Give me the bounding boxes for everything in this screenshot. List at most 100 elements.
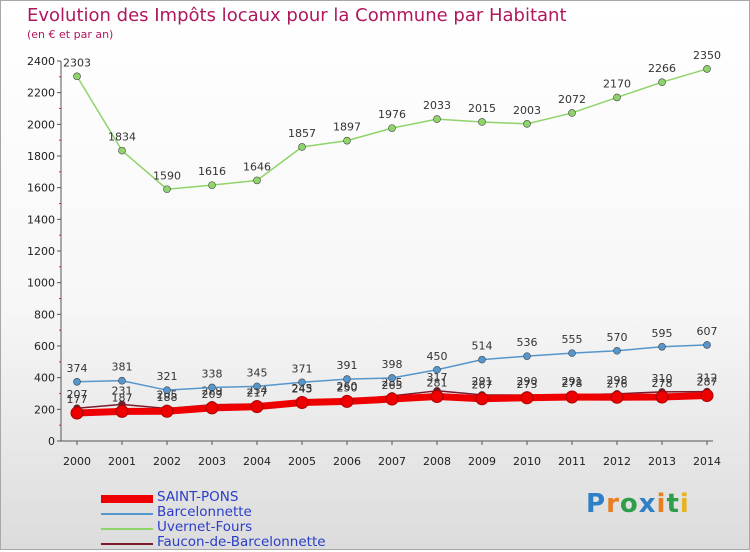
x-tick-label: 2014: [693, 455, 721, 468]
x-tick-label: 2003: [198, 455, 226, 468]
x-tick-label: 2008: [423, 455, 451, 468]
data-point-barcelonnette: [73, 377, 81, 386]
legend-swatch: [101, 543, 153, 545]
data-label-faucon-de-barcelonnette: 310: [652, 372, 673, 385]
data-point-saint-pons: [475, 392, 489, 406]
data-point-barcelonnette: [613, 346, 621, 355]
data-point-barcelonnette: [388, 374, 396, 382]
y-tick-label: 2200: [27, 87, 55, 100]
data-point-uvernet-fours: [703, 65, 711, 73]
data-label-saint-pons: 276: [607, 377, 628, 390]
data-label-uvernet-fours: 2033: [423, 99, 451, 112]
data-label-saint-pons: 177: [67, 393, 88, 406]
data-label-uvernet-fours: 1834: [108, 131, 136, 144]
data-point-barcelonnette: [658, 342, 666, 351]
data-point-saint-pons: [700, 389, 714, 403]
data-label-saint-pons: 209: [202, 388, 223, 401]
data-point-saint-pons: [340, 394, 354, 408]
proxiti-logo: Proxiti: [586, 489, 690, 519]
legend-label: SAINT-PONS: [157, 489, 239, 505]
data-label-faucon-de-barcelonnette: 291: [472, 375, 493, 388]
y-tick-label: 200: [34, 403, 55, 416]
data-point-uvernet-fours: [253, 176, 261, 185]
x-tick-label: 2009: [468, 455, 496, 468]
data-point-saint-pons: [160, 404, 174, 418]
data-label-uvernet-fours: 2303: [63, 56, 91, 69]
data-label-faucon-de-barcelonnette: 290: [517, 375, 538, 388]
data-label-barcelonnette: 607: [697, 325, 718, 338]
data-label-uvernet-fours: 1897: [333, 121, 361, 134]
data-label-saint-pons: 250: [337, 381, 358, 394]
data-point-barcelonnette: [208, 383, 216, 392]
data-label-barcelonnette: 381: [112, 361, 133, 374]
y-tick-label: 1600: [27, 182, 55, 195]
x-tick-label: 2012: [603, 455, 631, 468]
y-tick-label: 2400: [27, 55, 55, 68]
x-tick-label: 2006: [333, 455, 361, 468]
legend-swatch: [101, 513, 153, 515]
data-label-saint-pons: 273: [517, 378, 538, 391]
data-label-uvernet-fours: 2003: [513, 104, 541, 117]
data-point-saint-pons: [610, 390, 624, 404]
y-tick-label: 1200: [27, 245, 55, 258]
data-point-barcelonnette: [433, 365, 441, 374]
logo-letter: i: [679, 489, 690, 519]
data-label-barcelonnette: 536: [517, 336, 538, 349]
data-label-barcelonnette: 450: [427, 350, 448, 363]
data-label-faucon-de-barcelonnette: 207: [67, 388, 88, 401]
data-point-barcelonnette: [118, 376, 126, 385]
data-point-barcelonnette: [298, 378, 306, 387]
data-point-barcelonnette: [478, 355, 486, 364]
data-label-uvernet-fours: 2015: [468, 102, 496, 115]
y-tick-label: 0: [48, 435, 55, 448]
data-point-uvernet-fours: [523, 120, 531, 128]
data-label-barcelonnette: 595: [652, 327, 673, 340]
data-label-saint-pons: 267: [472, 379, 493, 392]
data-label-faucon-de-barcelonnette: 312: [697, 372, 718, 385]
x-tick-label: 2000: [63, 455, 91, 468]
data-label-barcelonnette: 555: [562, 333, 583, 346]
data-point-barcelonnette: [343, 375, 351, 383]
x-tick-label: 2007: [378, 455, 406, 468]
x-tick-label: 2004: [243, 455, 271, 468]
data-point-uvernet-fours: [478, 118, 486, 126]
data-label-barcelonnette: 391: [337, 359, 358, 372]
data-point-saint-pons: [70, 406, 84, 420]
data-label-uvernet-fours: 2072: [558, 93, 586, 106]
data-label-uvernet-fours: 1646: [243, 160, 271, 173]
data-point-barcelonnette: [253, 382, 261, 391]
data-label-saint-pons: 243: [292, 383, 313, 396]
data-label-saint-pons: 287: [697, 376, 718, 389]
data-label-saint-pons: 265: [382, 379, 403, 392]
data-point-uvernet-fours: [433, 115, 441, 123]
data-label-faucon-de-barcelonnette: 298: [607, 374, 628, 387]
y-tick-label: 800: [34, 308, 55, 321]
data-label-uvernet-fours: 2266: [648, 62, 676, 75]
logo-letter: t: [666, 489, 680, 519]
data-point-saint-pons: [430, 390, 444, 404]
data-point-saint-pons: [520, 391, 534, 405]
y-tick-label: 1400: [27, 213, 55, 226]
y-tick-label: 1800: [27, 150, 55, 163]
data-point-barcelonnette: [568, 349, 576, 357]
data-point-uvernet-fours: [568, 109, 576, 117]
logo-letter: i: [656, 489, 667, 519]
data-label-faucon-de-barcelonnette: 205: [157, 389, 178, 402]
data-point-uvernet-fours: [343, 136, 351, 145]
y-tick-label: 2000: [27, 118, 55, 131]
data-point-barcelonnette: [523, 352, 531, 360]
data-point-saint-pons: [115, 404, 129, 418]
chart-title: Evolution des Impôts locaux pour la Comm…: [27, 5, 567, 26]
data-point-uvernet-fours: [388, 124, 396, 132]
data-point-saint-pons: [295, 396, 309, 410]
x-tick-label: 2001: [108, 455, 136, 468]
legend-label: Faucon-de-Barcelonnette: [157, 534, 326, 550]
data-label-barcelonnette: 338: [202, 367, 223, 380]
data-label-uvernet-fours: 1616: [198, 165, 226, 178]
data-point-uvernet-fours: [163, 185, 171, 194]
data-label-saint-pons: 217: [247, 387, 268, 400]
data-point-uvernet-fours: [613, 93, 621, 102]
data-label-barcelonnette: 321: [157, 370, 178, 383]
